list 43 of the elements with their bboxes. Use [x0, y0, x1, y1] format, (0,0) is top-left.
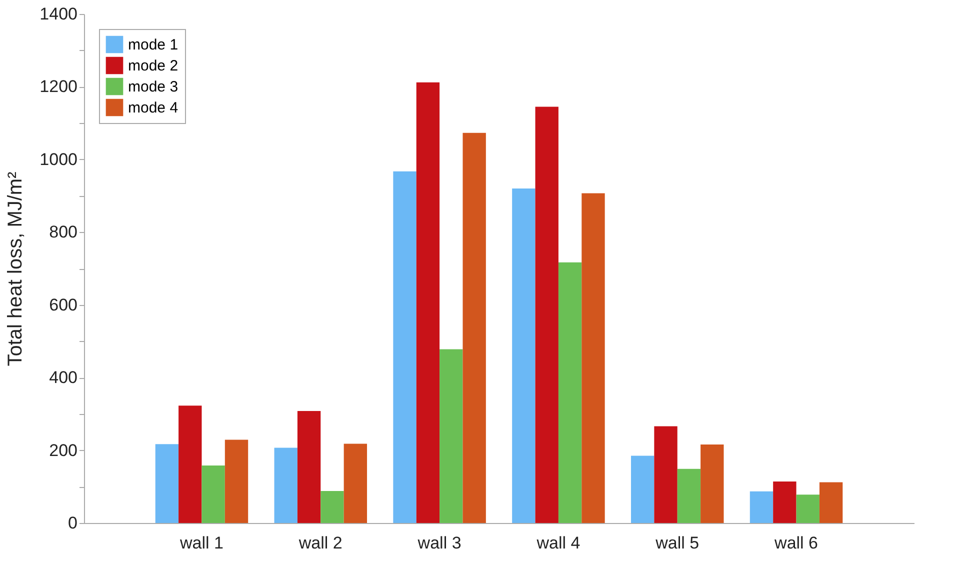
legend-label: mode 1: [128, 36, 178, 54]
bar: [155, 444, 179, 523]
bar: [274, 448, 298, 523]
x-tick-label: wall 4: [536, 534, 580, 552]
y-tick-label: 1200: [40, 77, 78, 96]
y-tick-label: 800: [49, 222, 78, 242]
y-axis-title: Total heat loss, MJ/m²: [4, 171, 27, 366]
bar: [700, 444, 724, 523]
bar: [582, 193, 605, 523]
bar: [512, 188, 536, 523]
y-tick-label: 1400: [40, 4, 78, 24]
legend-label: mode 2: [128, 58, 178, 74]
bar: [654, 426, 678, 523]
bar: [440, 349, 463, 523]
bar: [224, 440, 248, 523]
bar: [297, 411, 321, 523]
bar: [462, 132, 486, 523]
x-tick-label: wall 2: [298, 534, 342, 552]
bar: [773, 482, 796, 523]
x-tick-label: wall 3: [416, 534, 462, 552]
y-tick-label: 400: [49, 368, 78, 388]
bar: [202, 466, 225, 523]
bar: [320, 491, 344, 523]
bar: [416, 82, 440, 523]
y-tick-label: 600: [49, 295, 78, 314]
x-tick-label: wall 6: [774, 534, 818, 552]
bar: [344, 444, 368, 523]
bar: [677, 468, 701, 523]
bar: [178, 406, 202, 523]
legend-label: mode 3: [128, 78, 178, 96]
x-tick-label: wall 5: [654, 534, 700, 552]
x-tick-label: wall 1: [178, 534, 224, 552]
bar: [819, 482, 843, 523]
bar: [630, 456, 654, 523]
bar: [393, 171, 416, 523]
bar: [796, 494, 820, 523]
y-tick-label: 0: [68, 514, 78, 532]
y-tick-label: 1000: [40, 150, 78, 169]
legend-label: mode 4: [128, 100, 178, 116]
bar: [750, 491, 774, 523]
bar: [558, 262, 582, 523]
y-tick-label: 200: [49, 440, 78, 460]
bar: [535, 106, 558, 523]
